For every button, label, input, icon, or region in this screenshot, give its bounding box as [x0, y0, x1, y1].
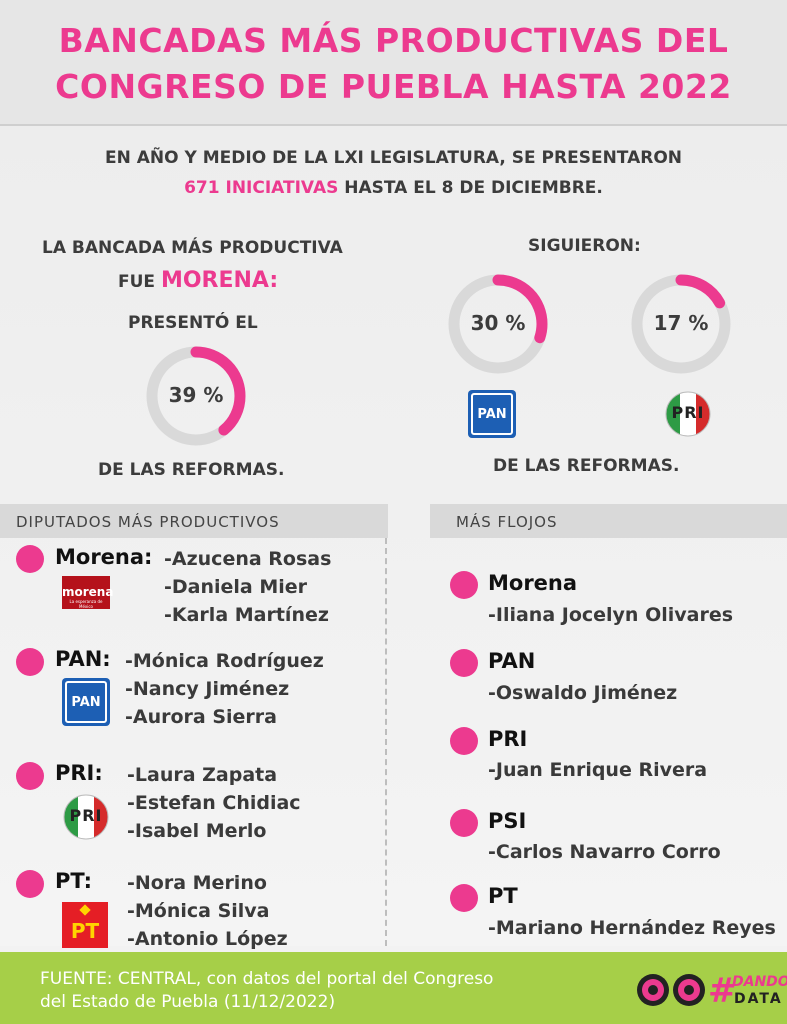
pan-logo-small-text: PAN	[71, 694, 101, 710]
source-note: FUENTE: CENTRAL, con datos del portal de…	[40, 968, 600, 1014]
productive-name: -Azucena Rosas	[164, 548, 332, 570]
ring-value-pan	[448, 274, 548, 374]
productive-heading: DIPUTADOS MÁS PRODUCTIVOS	[16, 513, 280, 531]
owl-eyes-icon	[637, 974, 705, 1006]
left-party-morena: MORENA:	[160, 268, 279, 293]
header-band	[0, 0, 787, 126]
bullet-pan	[16, 648, 44, 676]
bullet-weak-pan	[450, 649, 478, 677]
weak-name: -Iliana Jocelyn Olivares	[488, 604, 734, 626]
productive-name: -Isabel Merlo	[127, 820, 267, 842]
left-footer: DE LAS REFORMAS.	[98, 460, 285, 480]
productive-name: -Nancy Jiménez	[125, 678, 290, 700]
pri-logo-text: PRI	[671, 403, 705, 422]
bullet-weak-morena	[450, 571, 478, 599]
bullet-morena	[16, 545, 44, 573]
productive-party-pt: PT:	[55, 869, 92, 893]
weak-party-pri: PRI	[488, 727, 528, 751]
source-line-2: del Estado de Puebla (11/12/2022)	[40, 992, 336, 1012]
brand-word-2: DATA	[734, 991, 783, 1007]
source-line-1: FUENTE: CENTRAL, con datos del portal de…	[40, 969, 494, 989]
ring-label-pan: 30 %	[470, 311, 526, 335]
right-footer: DE LAS REFORMAS.	[493, 456, 680, 476]
left-line-2-prefix: FUE	[118, 272, 161, 292]
pan-logo-small: PAN	[62, 678, 110, 726]
morena-logo-text: morena	[62, 585, 114, 599]
weak-party-psi: PSI	[488, 809, 527, 833]
productive-name: -Antonio López	[127, 928, 288, 950]
weak-name: -Oswaldo Jiménez	[488, 682, 678, 704]
pan-logo: PAN	[468, 390, 516, 438]
left-line-1: LA BANCADA MÁS PRODUCTIVA	[42, 238, 343, 258]
productive-name: -Estefan Chidiac	[127, 792, 301, 814]
pt-logo: PT	[62, 902, 108, 948]
productive-header-bar	[0, 504, 388, 538]
page-title: BANCADAS MÁS PRODUCTIVAS DEL CONGRESO DE…	[0, 18, 787, 110]
weak-party-pt: PT	[488, 884, 518, 908]
column-divider	[385, 538, 387, 946]
ring-chart-pan	[448, 274, 548, 374]
pri-logo	[665, 391, 711, 437]
bullet-weak-psi	[450, 809, 478, 837]
productive-party-morena: Morena:	[55, 545, 153, 569]
left-presented: PRESENTÓ EL	[128, 313, 258, 333]
ring-chart-pri	[631, 274, 731, 374]
pan-logo-frame: PAN	[471, 393, 513, 435]
productive-name: -Mónica Silva	[127, 900, 270, 922]
left-line-2: FUE MORENA:	[118, 268, 278, 293]
intro-line-2: 671 INICIATIVAS HASTA EL 8 DE DICIEMBRE.	[0, 178, 787, 198]
intro-line-1: EN AÑO Y MEDIO DE LA LXI LEGISLATURA, SE…	[104, 148, 682, 168]
weak-heading: MÁS FLOJOS	[456, 513, 558, 531]
bullet-weak-pri	[450, 727, 478, 755]
bullet-pt	[16, 870, 44, 898]
pri-logo-small	[63, 794, 109, 840]
ring-chart-morena	[146, 346, 246, 446]
intro-highlight: 671 INICIATIVAS	[184, 178, 339, 198]
ring-label-morena: 39 %	[168, 383, 224, 407]
morena-logo-sub: La esperanza de México	[69, 599, 103, 609]
brand-word-1: DANDO	[732, 974, 787, 990]
pri-logo-small-text: PRI	[69, 806, 103, 825]
brand-logo: # DANDO DATA	[708, 971, 787, 1012]
intro-rest: HASTA EL 8 DE DICIEMBRE.	[338, 178, 603, 198]
pan-logo-small-frame: PAN	[65, 681, 107, 723]
brand-hash: #	[708, 971, 737, 1011]
productive-name: -Daniela Mier	[164, 576, 308, 598]
productive-name: -Nora Merino	[127, 872, 267, 894]
productive-name: -Karla Martínez	[164, 604, 329, 626]
productive-name: -Laura Zapata	[127, 764, 278, 786]
pt-star-icon	[79, 904, 91, 916]
weak-party-pan: PAN	[488, 649, 536, 673]
productive-name: -Mónica Rodríguez	[125, 650, 324, 672]
weak-name: -Carlos Navarro Corro	[488, 841, 721, 863]
weak-name: -Juan Enrique Rivera	[488, 759, 708, 781]
bullet-pri	[16, 762, 44, 790]
productive-name: -Aurora Sierra	[125, 706, 277, 728]
pan-logo-text: PAN	[477, 406, 507, 422]
ring-label-pri: 17 %	[653, 311, 709, 335]
morena-logo: morena La esperanza de México	[62, 576, 114, 609]
productive-party-pan: PAN:	[55, 647, 111, 671]
bullet-weak-pt	[450, 884, 478, 912]
productive-party-pri: PRI:	[55, 761, 103, 785]
pt-logo-text: PT	[70, 919, 100, 943]
weak-header-bar	[430, 504, 787, 538]
ring-value-pri	[631, 274, 731, 374]
title-line-2: CONGRESO DE PUEBLA HASTA 2022	[55, 67, 732, 106]
weak-name: -Mariano Hernández Reyes	[488, 917, 776, 939]
weak-party-morena: Morena	[488, 571, 578, 595]
right-heading: SIGUIERON:	[528, 236, 641, 256]
title-line-1: BANCADAS MÁS PRODUCTIVAS DEL	[58, 21, 729, 60]
ring-value-morena	[146, 346, 246, 446]
